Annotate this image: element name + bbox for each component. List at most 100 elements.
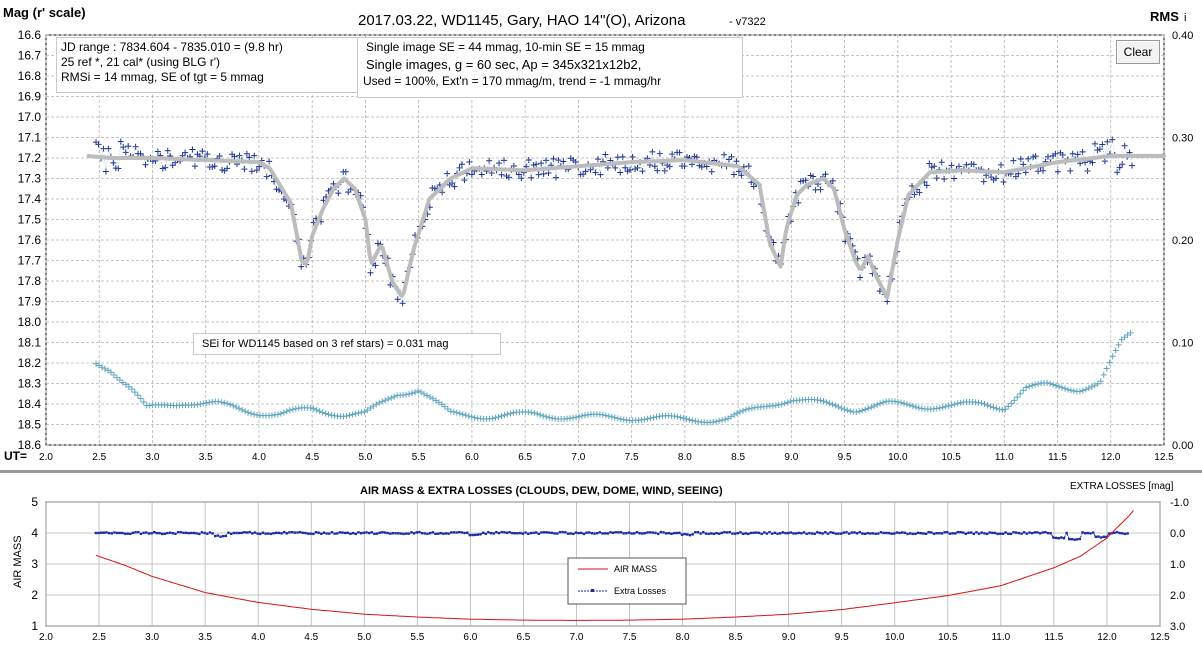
- extra-loss-point: [444, 532, 448, 535]
- rms-point: [608, 413, 615, 420]
- top-y-tick-label: 17.4: [18, 192, 42, 206]
- extra-loss-point: [906, 532, 909, 536]
- mag-point: [721, 151, 728, 158]
- rms-point: [528, 409, 535, 416]
- extra-loss-point: [882, 531, 885, 535]
- extra-loss-point: [545, 531, 548, 534]
- extra-loss-point: [211, 532, 214, 535]
- rms-point: [719, 417, 726, 424]
- extra-loss-point: [914, 532, 917, 535]
- legend-airmass-label: AIR MASS: [614, 564, 657, 574]
- rms-point: [653, 413, 660, 420]
- extra-loss-point: [160, 532, 164, 536]
- extra-loss-point: [580, 531, 583, 535]
- extra-loss-point: [725, 531, 729, 534]
- mag-point: [923, 182, 930, 189]
- extra-loss-point: [145, 531, 148, 534]
- extra-loss-point: [365, 531, 368, 534]
- top-x-tick-label: 5.0: [358, 452, 372, 463]
- extra-loss-point: [259, 532, 262, 536]
- mag-point: [822, 171, 829, 178]
- extra-loss-point: [686, 533, 689, 536]
- mag-point: [1020, 161, 1027, 168]
- extra-loss-point: [121, 531, 124, 535]
- extra-loss-point: [418, 530, 421, 534]
- top-x-tick-label: 3.0: [146, 452, 160, 463]
- top-y-tick-label: 18.5: [18, 418, 42, 432]
- mag-point: [594, 156, 601, 163]
- extra-loss-point: [646, 531, 649, 534]
- top-y2-tick-label: 0.30: [1172, 133, 1193, 145]
- rms-point: [1029, 382, 1036, 389]
- rms-point: [579, 412, 586, 419]
- extra-loss-point: [1054, 536, 1058, 540]
- extra-loss-point: [786, 531, 790, 535]
- bottom-x-tick-label: 7.5: [623, 632, 637, 643]
- rms-point: [319, 409, 326, 416]
- extra-loss-point: [741, 532, 745, 536]
- extra-loss-point: [415, 531, 419, 534]
- top-x-tick-label: 6.0: [465, 452, 479, 463]
- clear-button[interactable]: Clear: [1116, 40, 1160, 64]
- extra-loss-point: [951, 532, 954, 535]
- extra-loss-point: [163, 532, 167, 535]
- rms-point: [406, 391, 413, 398]
- bottom-x-tick-label: 10.5: [938, 632, 958, 643]
- extra-loss-point: [1105, 535, 1108, 539]
- extra-loss-point: [572, 532, 575, 536]
- mag-point: [1017, 155, 1024, 162]
- top-y-tick-label: 17.0: [18, 110, 42, 124]
- rms-point: [644, 415, 651, 422]
- extra-loss-point: [150, 532, 153, 535]
- extra-loss-point: [1033, 531, 1037, 534]
- extra-loss-point: [476, 533, 480, 536]
- rms-point: [570, 414, 577, 421]
- extra-loss-point: [969, 531, 973, 534]
- extra-loss-point: [102, 531, 106, 534]
- mag-point: [515, 171, 522, 178]
- extra-loss-point: [481, 531, 485, 534]
- rms-point: [489, 415, 496, 422]
- extra-loss-point: [611, 531, 615, 535]
- extra-loss-point: [1097, 535, 1100, 538]
- extra-loss-point: [847, 532, 851, 535]
- rms-point: [218, 399, 225, 406]
- mag-point: [246, 154, 253, 161]
- rms-point: [1005, 403, 1012, 410]
- extra-loss-point: [1041, 531, 1044, 534]
- extra-loss-point: [105, 531, 108, 534]
- extra-loss-point: [367, 531, 371, 535]
- rms-point: [412, 389, 419, 396]
- extra-loss-point: [142, 531, 145, 535]
- extra-loss-point: [484, 532, 487, 535]
- extra-loss-point: [834, 532, 838, 535]
- extra-loss-point: [566, 532, 570, 535]
- mag-point: [1079, 148, 1086, 155]
- extra-loss-point: [935, 532, 938, 535]
- rms-point: [313, 406, 320, 413]
- bottom-x-tick-label: 5.5: [410, 632, 424, 643]
- top-x-tick-label: 4.5: [305, 452, 319, 463]
- extra-loss-point: [656, 532, 660, 536]
- trend-line: [86, 153, 1166, 300]
- rms-point: [501, 412, 508, 419]
- bottom-x-tick-label: 4.0: [251, 632, 265, 643]
- mag-point: [916, 189, 923, 196]
- extra-loss-point: [537, 532, 541, 536]
- extra-loss-point: [911, 532, 914, 536]
- rms-point: [1002, 406, 1009, 413]
- mag-point: [498, 171, 505, 178]
- rms-point: [1044, 379, 1051, 386]
- rms-point: [832, 402, 839, 409]
- rms-point: [912, 404, 919, 411]
- extra-loss-point: [993, 531, 997, 535]
- rms-point: [1091, 382, 1098, 389]
- extra-loss-point: [296, 531, 299, 534]
- rms-point: [993, 405, 1000, 412]
- airmass-axis-label: AIR MASS: [12, 535, 24, 588]
- extra-loss-point: [497, 531, 501, 535]
- rms-point: [573, 414, 580, 421]
- bottom-x-tick-label: 8.0: [676, 632, 690, 643]
- rms-point: [1053, 382, 1060, 389]
- extra-loss-point: [381, 531, 384, 534]
